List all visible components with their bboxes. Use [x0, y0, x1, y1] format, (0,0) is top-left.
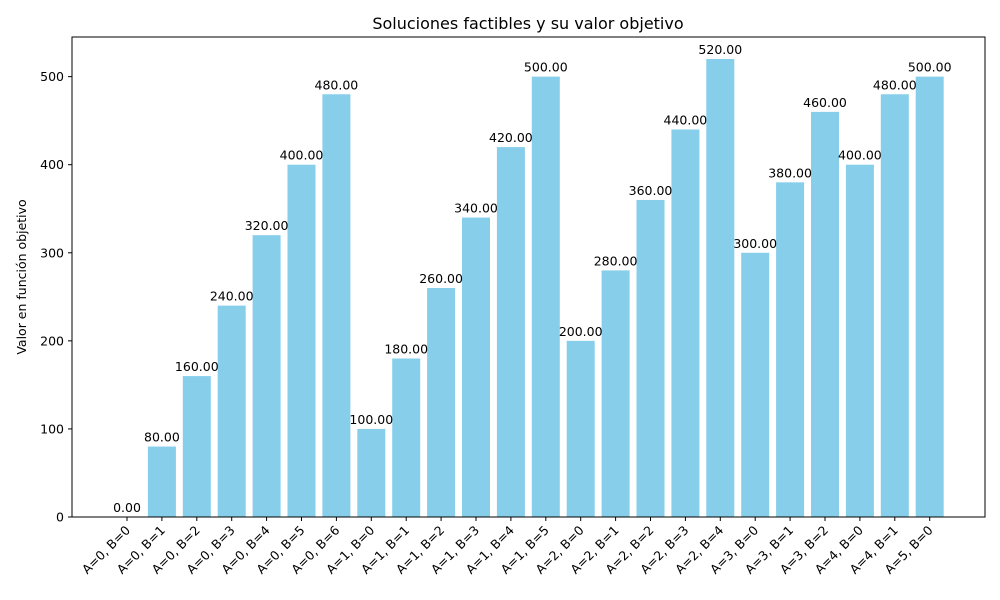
bar-17: [706, 59, 735, 518]
bar-3: [217, 305, 246, 517]
data-label-10: 340.00: [454, 201, 498, 216]
bar-15: [636, 199, 665, 517]
bar-7: [357, 428, 386, 517]
bar-1: [147, 446, 176, 517]
data-label-18: 300.00: [733, 236, 777, 251]
data-label-13: 200.00: [559, 324, 603, 339]
data-label-11: 420.00: [489, 130, 533, 145]
bar-11: [496, 147, 525, 517]
chart-title: Soluciones factibles y su valor objetivo: [372, 14, 683, 33]
data-label-7: 100.00: [349, 412, 393, 427]
data-label-20: 460.00: [803, 95, 847, 110]
y-tick-label-5: 500: [40, 69, 64, 84]
data-labels-group: 0.00 80.00 160.00 240.00 320.00 400.00 480.00 1…: [113, 42, 952, 515]
bar-21: [845, 164, 874, 517]
bar-16: [671, 129, 700, 518]
data-label-9: 260.00: [419, 271, 463, 286]
y-tick-label-0: 0: [56, 510, 64, 525]
y-tick-label-1: 100: [40, 421, 64, 436]
bar-18: [741, 252, 770, 517]
data-label-17: 520.00: [698, 42, 742, 57]
bar-6: [322, 94, 351, 517]
data-label-0: 0.00: [113, 500, 141, 515]
y-axis-label: Valor en función objetivo: [14, 199, 29, 354]
y-tick-label-2: 200: [40, 333, 64, 348]
bar-10: [462, 217, 490, 518]
bar-14: [601, 270, 630, 517]
y-tick-label-4: 400: [40, 157, 64, 172]
bars-group: [147, 59, 944, 518]
bar-22: [880, 94, 909, 517]
bar-19: [776, 182, 805, 517]
data-label-3: 240.00: [210, 289, 254, 304]
data-label-1: 80.00: [144, 430, 180, 445]
data-label-23: 500.00: [908, 60, 952, 75]
bar-5: [287, 164, 316, 517]
data-label-15: 360.00: [629, 183, 673, 198]
bar-4: [252, 235, 281, 518]
data-label-22: 480.00: [873, 77, 917, 92]
data-label-12: 500.00: [524, 60, 568, 75]
bar-2: [182, 376, 211, 517]
data-label-19: 380.00: [768, 165, 812, 180]
data-label-8: 180.00: [384, 341, 428, 356]
bar-12: [531, 76, 560, 517]
y-tick-label-3: 300: [40, 245, 64, 260]
data-label-5: 400.00: [280, 148, 324, 163]
bar-13: [566, 340, 595, 517]
bar-9: [427, 288, 456, 517]
data-label-6: 480.00: [315, 77, 359, 92]
bar-8: [392, 358, 421, 517]
data-label-16: 440.00: [664, 112, 708, 127]
bar-20: [811, 111, 839, 518]
data-label-21: 400.00: [838, 148, 882, 163]
plot-frame: [71, 36, 986, 518]
y-axis: 0 100 200 300 400 500: [40, 69, 72, 525]
data-label-4: 320.00: [245, 218, 289, 233]
data-label-14: 280.00: [594, 253, 638, 268]
x-axis: A=0, B=0A=0, B=1A=0, B=2A=0, B=3A=0, B=4…: [79, 517, 936, 577]
data-label-2: 160.00: [175, 359, 219, 374]
bar-23: [915, 76, 944, 517]
